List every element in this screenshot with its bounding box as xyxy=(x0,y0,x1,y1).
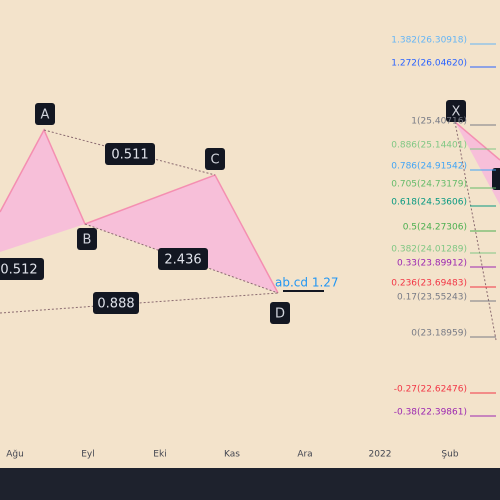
fib-label: 0.886(25.14401) xyxy=(391,141,467,151)
x-tick-label: Şub xyxy=(441,450,458,460)
fib-label: 0(23.18959) xyxy=(411,329,467,339)
dotted-line xyxy=(454,121,497,341)
fib-label: -0.38(22.39861) xyxy=(394,408,467,418)
fib-label: 0.618(24.53606) xyxy=(391,198,467,208)
fib-label: 1.272(26.04620) xyxy=(391,59,467,69)
pattern-line xyxy=(454,121,500,161)
ratio-label: 2.436 xyxy=(164,253,201,268)
projection-label: ab.cd 1.27 xyxy=(275,276,339,290)
label-box xyxy=(270,302,290,324)
label-box xyxy=(446,100,466,122)
x-tick-label: 2022 xyxy=(369,450,392,460)
fib-label: 1.382(26.30918) xyxy=(391,36,467,46)
point-box xyxy=(492,168,500,190)
ratio-label: 0.511 xyxy=(111,148,148,163)
label-box xyxy=(0,258,44,280)
pattern-fill xyxy=(85,175,278,293)
fib-label: 1(25.40716) xyxy=(411,117,467,127)
fib-label: 0.5(24.27306) xyxy=(403,223,467,233)
label-box xyxy=(93,292,139,314)
label-box xyxy=(205,148,225,170)
fib-label: -0.27(22.62476) xyxy=(394,385,467,395)
bottom-toolbar xyxy=(0,468,500,500)
x-tick-label: Eki xyxy=(153,450,166,460)
label-box xyxy=(105,143,155,165)
pattern-fill xyxy=(0,130,85,252)
fib-label: 0.786(24.91542) xyxy=(391,162,467,172)
point-label: B xyxy=(83,233,92,248)
pattern-shapes xyxy=(0,121,500,341)
x-axis: Ağu Eyl Eki Kas Ara 2022 Şub xyxy=(6,450,459,460)
label-box xyxy=(35,103,55,125)
pattern-fill xyxy=(455,122,500,205)
fib-label: 0.382(24.01289) xyxy=(391,245,467,255)
fib-label: 0.17(23.55243) xyxy=(397,293,467,303)
point-label: A xyxy=(41,108,50,123)
x-tick-label: Ağu xyxy=(6,450,24,460)
point-label: C xyxy=(210,153,219,168)
fib-label: 0.236(23.69483) xyxy=(391,279,467,289)
fib-label: 0.33(23.89912) xyxy=(397,259,467,269)
fib-label: 0.705(24.73179) xyxy=(391,180,467,190)
fib-levels: 1.382(26.30918) 1.272(26.04620) 1(25.40716… xyxy=(391,36,496,418)
x-tick-label: Kas xyxy=(224,450,240,460)
label-box xyxy=(77,228,97,250)
dotted-line xyxy=(0,292,279,314)
point-label: X xyxy=(452,105,461,120)
label-box xyxy=(158,248,208,270)
ratio-label: 0.888 xyxy=(97,297,134,312)
point-label: D xyxy=(275,307,285,322)
x-tick-label: Ara xyxy=(297,450,312,460)
ratio-label: 0.512 xyxy=(0,263,37,278)
x-tick-label: Eyl xyxy=(81,450,95,460)
labels: A B C D X 0.511 2.436 0.512 0.888 ab.cd 1.27 xyxy=(0,100,466,324)
